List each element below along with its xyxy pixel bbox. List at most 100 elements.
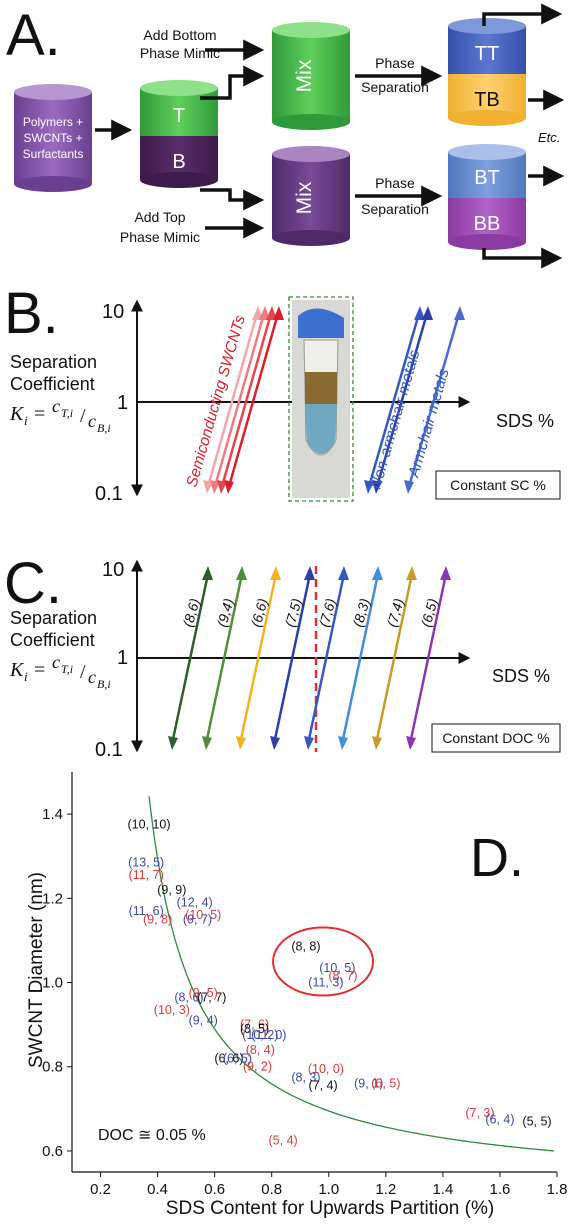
bt-label: BT (474, 167, 500, 189)
add-bottom-line-1: Add Bottom (143, 27, 216, 43)
c-formula-ct: c (52, 652, 60, 672)
panel-b: B. 10 1 0.1 Separation Coefficient K i =… (4, 281, 561, 505)
c-coef-line-2: Coefficient (10, 630, 95, 650)
semi-head-4b (224, 480, 234, 494)
c-formula-ct-sub: T,i (61, 662, 73, 676)
d-y-tick-label-4: 1.4 (42, 806, 63, 823)
b-y-bot: 0.1 (95, 483, 123, 505)
chirality-label-2: (6,6) (248, 597, 271, 629)
chirality-label-6: (7,4) (384, 597, 407, 629)
b-coef-line-2: Coefficient (10, 374, 95, 394)
vial-top-phase (305, 372, 337, 404)
nonarm-arrow-2 (374, 309, 430, 491)
mix-green-label: Mix (293, 59, 316, 92)
semi-head-3b (217, 480, 227, 494)
b-x-label: SDS % (496, 411, 554, 431)
mix-purple-cylinder: Mix (272, 146, 350, 246)
d-x-tick-label-0: 0.2 (90, 1181, 111, 1198)
b-formula-ct-sub: T,i (61, 406, 73, 420)
chirality-label-5: (8,3) (350, 597, 373, 629)
d-y-tick-label-2: 1.0 (42, 975, 63, 992)
metal-arrows (364, 306, 465, 494)
d-point-21: (11, 0) (251, 1028, 286, 1042)
nonarm-arrow-1 (366, 309, 422, 491)
arrow-tt-out (482, 3, 563, 26)
chirality-head-top-0 (202, 566, 213, 580)
d-point-1: (13, 5) (128, 856, 164, 870)
c-formula: K i = c T,i / c B,i (9, 652, 111, 691)
bb-label: BB (474, 213, 501, 235)
chirality-head-bottom-0 (168, 736, 178, 750)
mix-green-cylinder: Mix (272, 22, 350, 130)
source-line-1: Polymers + (23, 115, 83, 129)
d-point-13: (8, 6) (174, 990, 203, 1004)
d-point-29: (9, 1) (354, 1077, 383, 1091)
d-point-22: (8, 4) (246, 1043, 275, 1057)
d-y-tick-label-1: 0.8 (42, 1059, 63, 1076)
chirality-label-0: (8,6) (180, 597, 203, 629)
panel-b-letter: B. (4, 281, 59, 346)
add-top-line-2: Phase Mimic (120, 229, 200, 245)
c-formula-cb-sub: B,i (97, 677, 111, 691)
d-point-27: (8, 3) (291, 1070, 320, 1084)
d-x-tick-label-6: 1.4 (432, 1181, 453, 1198)
chirality-head-top-6 (406, 566, 417, 580)
tt-label: TT (475, 43, 499, 65)
semi-head-1b (203, 480, 213, 494)
c-const-box (431, 723, 561, 753)
arrow-bb-out (482, 247, 563, 269)
d-y-tick-label-0: 0.6 (42, 1143, 63, 1160)
panel-a-letter: A. (6, 3, 61, 68)
panel-d-letter: D. (470, 828, 524, 888)
vial-photo (288, 296, 354, 502)
d-x-tick-label-1: 0.4 (147, 1181, 168, 1198)
c-formula-i: i (24, 669, 28, 684)
nonarm-head-1b (364, 480, 374, 494)
d-x-tick-label-5: 1.2 (375, 1181, 396, 1198)
d-point-10: (10, 5) (319, 961, 355, 975)
nonarm-head-1t (414, 306, 425, 320)
chirality-label-1: (9,4) (214, 597, 237, 629)
chirality-arrow-4 (306, 573, 346, 745)
c-y-mid: 1 (117, 647, 128, 669)
d-highlight-ellipse (272, 926, 375, 997)
mix-purple-label: Mix (293, 181, 316, 214)
nonarm-head-2t (422, 306, 433, 320)
arrow-bottom-to-mix (200, 188, 265, 211)
panel-c-letter: C. (4, 551, 62, 616)
c-const-label: Constant DOC % (442, 730, 549, 746)
chirality-arrow-7 (408, 573, 448, 745)
tb-label: TB (474, 89, 500, 111)
b-const-label: Constant SC % (450, 477, 546, 493)
source-line-3: Surfactants (23, 147, 84, 161)
vial-dashed-box (288, 296, 354, 502)
semi-head-2b (210, 480, 220, 494)
d-x-axis-label: SDS Content for Upwards Partition (%) (166, 1198, 494, 1219)
d-annotation: DOC ≅ 0.05 % (98, 1127, 206, 1144)
c-x-label: SDS % (492, 666, 550, 686)
chirality-head-bottom-2 (236, 736, 246, 750)
d-point-20: (10, 2) (242, 1028, 278, 1042)
semi-arrows (203, 306, 284, 494)
tt-tb-cylinder: TT TB (448, 18, 526, 126)
d-point-32: (6, 4) (485, 1112, 514, 1126)
tb-cylinder: T B (140, 80, 218, 188)
semi-arrow-4 (226, 309, 281, 491)
d-point-28: (7, 4) (308, 1079, 337, 1093)
c-formula-k: K (9, 659, 25, 681)
d-x-tick-label-4: 1.0 (318, 1181, 339, 1198)
d-point-30: (6, 5) (371, 1077, 400, 1091)
d-x-tick-label-3: 0.8 (261, 1181, 282, 1198)
phase-sep-bottom-line-1: Phase (375, 175, 415, 191)
d-point-14: (7, 7) (197, 990, 226, 1004)
d-x-tick-label-2: 0.6 (204, 1181, 225, 1198)
chirality-head-top-2 (270, 566, 281, 580)
chirality-head-bottom-1 (202, 736, 212, 750)
vial-bottom-phase (305, 404, 337, 454)
panel-c: C. 10 1 0.1 Separation Coefficient K i =… (4, 551, 561, 761)
semi-arrow-3 (219, 309, 274, 491)
d-point-24: (6, 5) (223, 1051, 252, 1065)
chirality-head-bottom-5 (338, 736, 348, 750)
c-formula-eq: = (34, 659, 45, 681)
add-top-line-1: Add Top (134, 209, 185, 225)
